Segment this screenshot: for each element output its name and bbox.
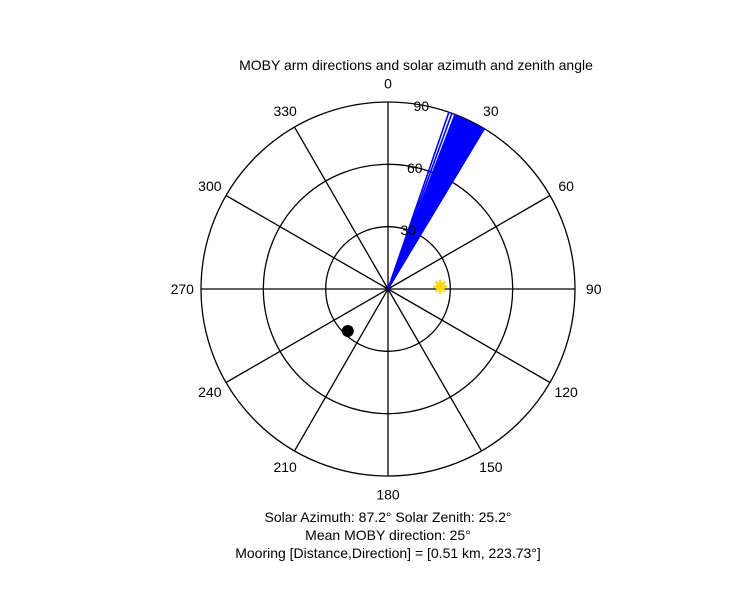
- angle-label-30: 30: [483, 103, 499, 119]
- spoke-240: [225, 288, 389, 384]
- polar-grid: [200, 101, 576, 477]
- caption-moby-direction: Mean MOBY direction: 25°: [305, 527, 471, 543]
- caption-solar: Solar Azimuth: 87.2° Solar Zenith: 25.2°: [264, 509, 512, 525]
- tick-labels: 0 30 60 90 120 150 180 210 240 270 300 330 30 60 90: [171, 75, 602, 502]
- moby-arm-fan: [388, 114, 485, 289]
- angle-label-90: 90: [586, 281, 602, 297]
- angle-label-0: 0: [384, 75, 392, 91]
- radial-label-90: 90: [414, 98, 430, 114]
- markers: [341, 279, 448, 338]
- spoke-210: [293, 288, 389, 452]
- spoke-60: [387, 194, 551, 290]
- angle-label-210: 210: [273, 459, 297, 475]
- angle-label-60: 60: [558, 178, 574, 194]
- angle-label-270: 270: [171, 281, 195, 297]
- angle-label-120: 120: [554, 384, 578, 400]
- spoke-120: [387, 288, 551, 384]
- angle-label-240: 240: [198, 384, 222, 400]
- angle-label-330: 330: [273, 103, 297, 119]
- mooring-position-marker: [341, 325, 354, 338]
- spoke-300: [225, 194, 389, 290]
- radial-label-60: 60: [407, 160, 423, 176]
- angle-label-150: 150: [479, 459, 503, 475]
- sun-marker-core: [436, 282, 444, 290]
- angle-label-300: 300: [198, 178, 222, 194]
- angle-label-180: 180: [376, 487, 400, 503]
- sun-position-marker: [433, 279, 448, 294]
- spoke-330: [293, 126, 389, 290]
- radial-label-30: 30: [401, 222, 417, 238]
- caption-mooring: Mooring [Distance,Direction] = [0.51 km,…: [235, 545, 541, 561]
- spoke-150: [387, 288, 483, 452]
- moby-arm-rays: [387, 111, 485, 290]
- chart-title: MOBY arm directions and solar azimuth an…: [239, 57, 593, 73]
